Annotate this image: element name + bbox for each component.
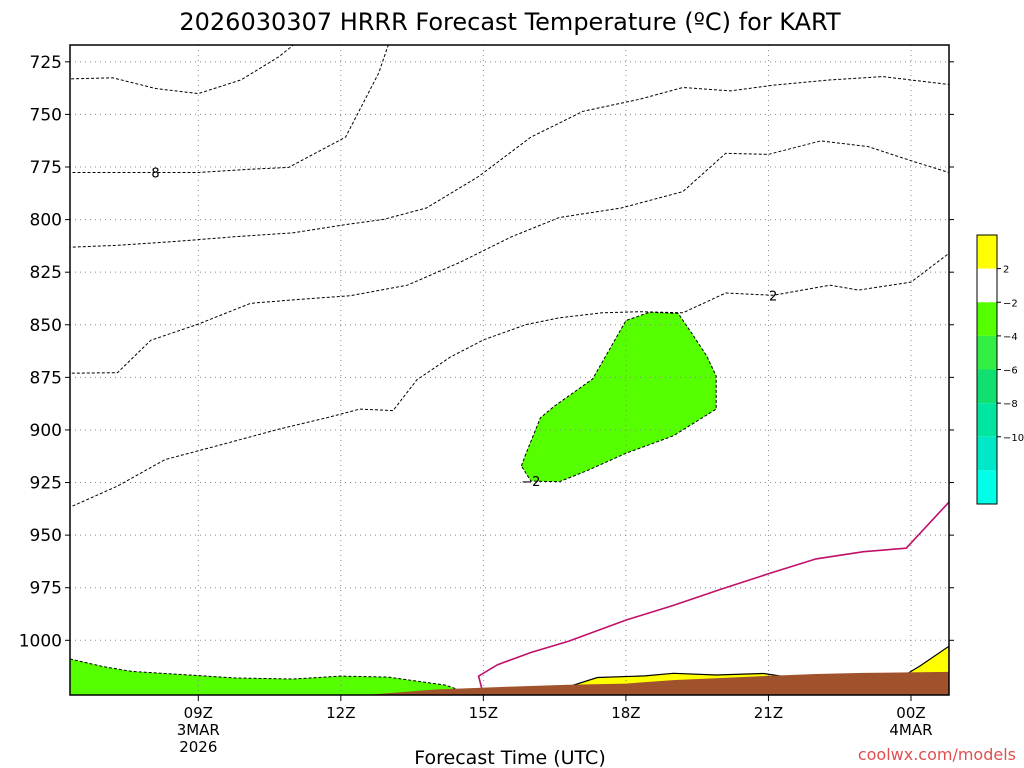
isotherm-9 [520,311,717,483]
isotherm-3 [70,45,949,374]
contour-label-2: −2 [521,475,540,490]
colorbar-swatch-6 [977,436,997,471]
x-tick-label: 4MAR [889,721,932,739]
colorbar: 2 −2 −4 −6 −8 −10 [976,234,1024,505]
y-tick-label: 900 [30,421,62,441]
y-tick-label: 750 [30,105,62,125]
temperature-band-4 [70,45,949,508]
isotherm-8 [70,658,475,695]
y-tick-label: 925 [30,474,62,494]
x-tick-label: 15Z [469,704,498,722]
x-tick-label: 12Z [326,704,355,722]
y-tick-label: 850 [30,316,62,336]
colorbar-swatch-3 [977,335,997,370]
isotherm-2 [70,45,949,248]
credit-text: coolwx.com/models [858,745,1016,764]
colorbar-swatch-5 [977,403,997,437]
colorbar-tick-label: 2 [1003,265,1009,276]
colorbar-swatch-7 [977,470,997,504]
freezing-line [477,500,949,695]
colorbar-swatch-4 [977,369,997,404]
y-axis: 725 750 775 800 825 850 875 900 925 950 975 1000 [19,53,954,651]
x-tick-label: 2026 [179,738,217,756]
y-tick-label: 875 [30,368,62,388]
colorbar-tick-label: −8 [1003,399,1018,410]
temperature-band-8 [70,659,474,695]
colorbar-swatch-0 [977,235,997,269]
temperature-fill-layer [70,45,949,695]
colorbar-swatch-2 [977,302,997,336]
isotherm-layer: 8 2 −2 [70,45,949,695]
temperature-band-9 [521,312,717,482]
y-tick-label: 775 [30,158,62,178]
colorbar-tick-label: −6 [1003,366,1018,377]
isotherm-1 [70,45,389,173]
x-tick-label: 3MAR [177,721,220,739]
y-tick-label: 825 [30,263,62,283]
y-tick-label: 800 [30,211,62,231]
x-tick-label: 00Z [896,704,925,722]
x-tick-label: 21Z [754,704,783,722]
isotherm-4 [70,45,949,508]
x-axis-label: Forecast Time (UTC) [414,747,605,768]
ground-layer [70,671,949,695]
colorbar-tick-label: −10 [1003,433,1024,444]
x-tick-label: 09Z [184,704,213,722]
colorbar-tick-label: −4 [1003,332,1018,343]
x-tick-label: 18Z [611,704,640,722]
chart-title: 2026030307 HRRR Forecast Temperature (ºC… [179,8,841,36]
y-tick-label: 725 [30,53,62,73]
contour-label-1: 2 [769,289,777,304]
y-tick-label: 1000 [19,631,62,651]
y-tick-label: 975 [30,579,62,599]
plot-frame [69,44,950,696]
colorbar-tick-label: −2 [1003,298,1018,309]
isotherm-0 [70,45,294,95]
ground-terrain [70,671,949,695]
y-tick-label: 950 [30,526,62,546]
grid-layer [70,45,949,695]
contour-label-0: 8 [151,166,159,181]
colorbar-swatch-1 [977,268,997,303]
